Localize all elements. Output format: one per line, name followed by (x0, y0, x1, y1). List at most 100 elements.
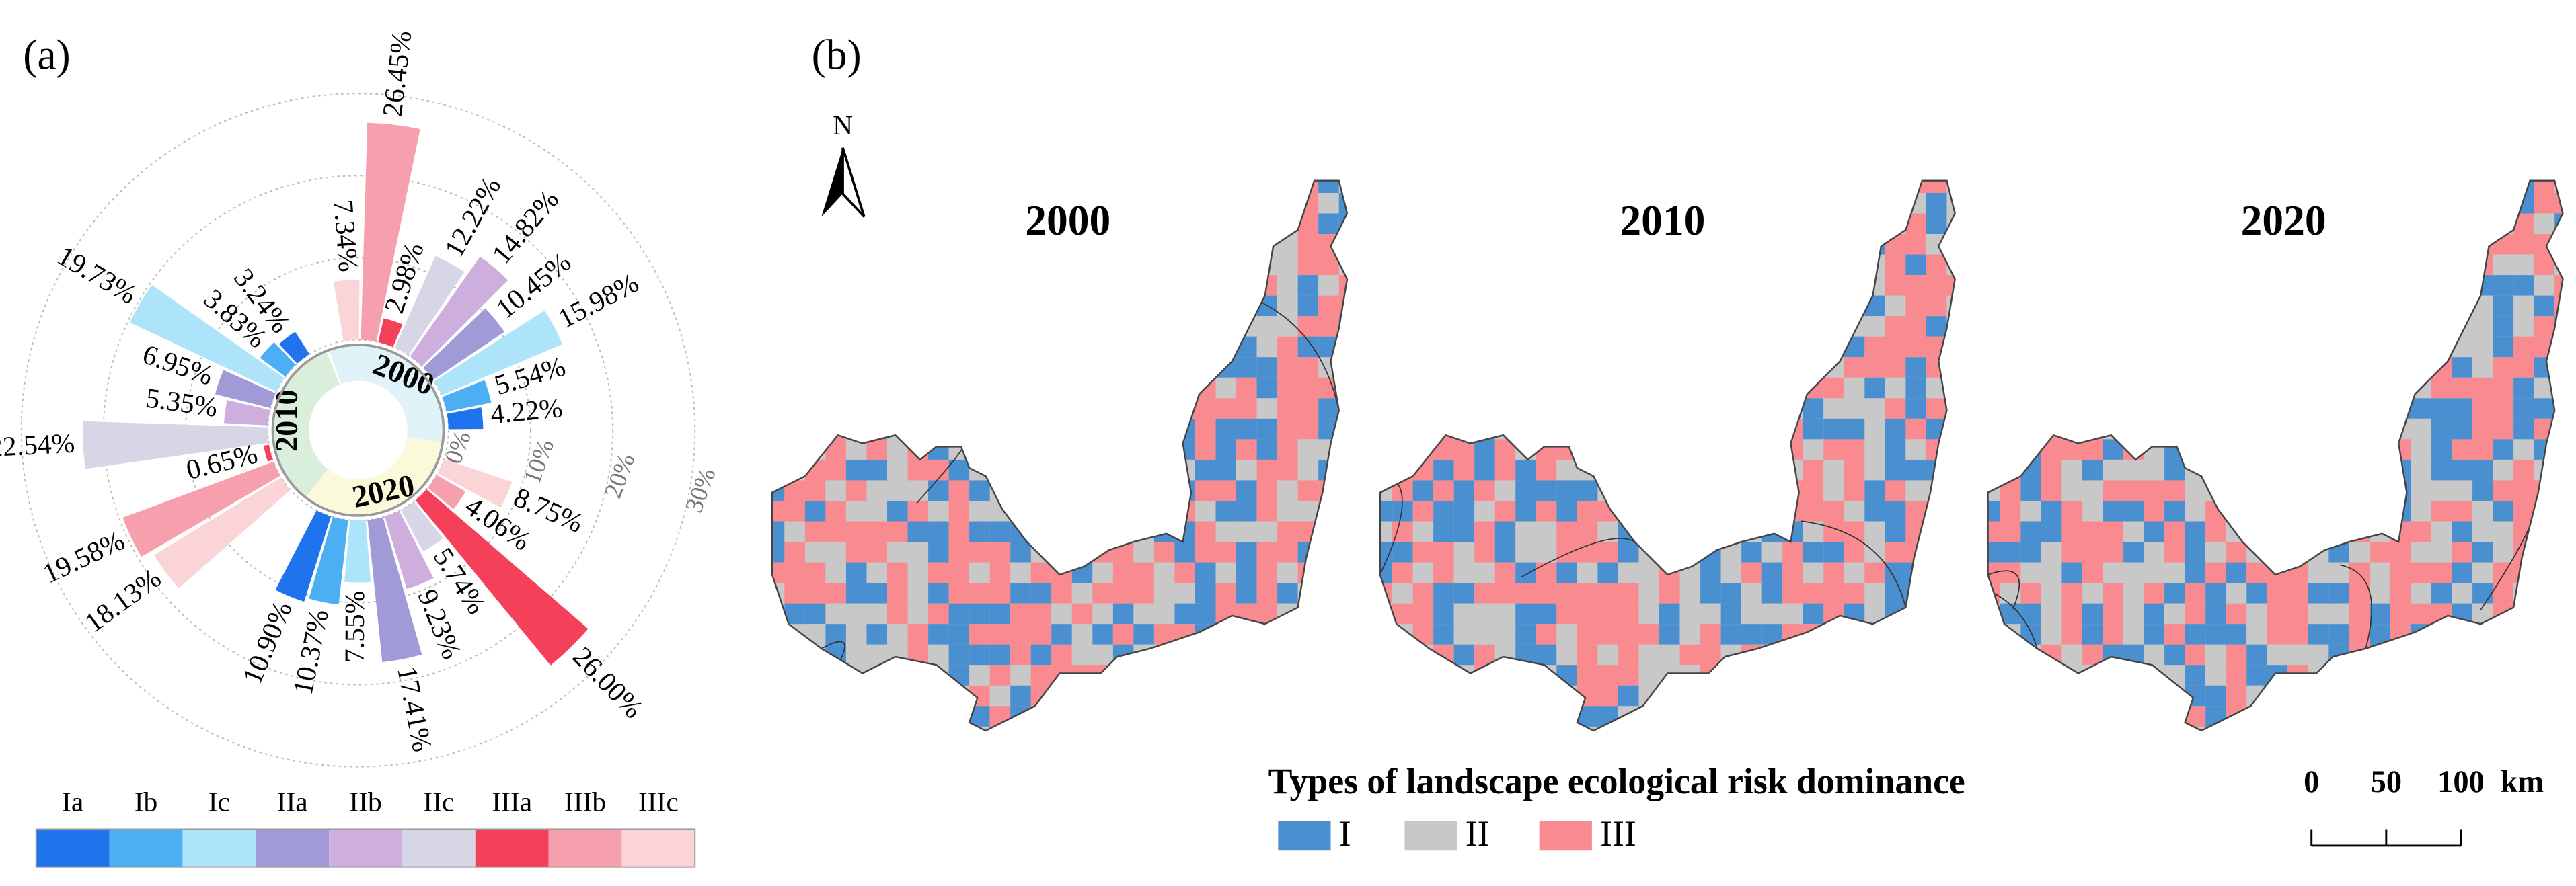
map-cell (2431, 459, 2452, 481)
map-cell (1905, 316, 1926, 337)
map-cell (2185, 624, 2206, 645)
map-cell (2308, 603, 2329, 625)
map-cell (2411, 624, 2432, 645)
map-cell (2452, 562, 2473, 583)
map-cell (2103, 603, 2124, 625)
map-cell (1741, 624, 1762, 645)
map-cell (2061, 500, 2082, 522)
map-cell (1700, 624, 1721, 645)
map-cell (1864, 336, 1885, 358)
bar (378, 318, 403, 348)
map-cell (2144, 500, 2165, 522)
map-cell (2534, 275, 2555, 296)
legend-swatch (256, 829, 330, 867)
map-cell (1823, 542, 1844, 563)
map-cell (1256, 439, 1278, 460)
map-cell (928, 500, 949, 522)
value-label: 22.54% (0, 427, 75, 462)
map-cell (1679, 665, 1701, 686)
map-cell (1926, 192, 1947, 214)
map-cell (1030, 562, 1052, 583)
map-cell (887, 562, 908, 583)
map-cell (845, 603, 867, 625)
map-cell (2472, 316, 2493, 337)
map-cell (1905, 357, 1926, 378)
map-cell (1679, 583, 1701, 604)
map-cell (969, 521, 990, 542)
map-cell (1844, 459, 1865, 481)
map-cell (1195, 439, 1216, 460)
map-cell (2411, 418, 2432, 440)
map-cell (1556, 459, 1577, 481)
map-cell (1256, 254, 1278, 276)
map-cell (969, 480, 990, 501)
map-cell (2185, 562, 2206, 583)
map-cell (1112, 521, 1134, 542)
map-cell (2308, 665, 2329, 686)
legend-label: Ia (62, 786, 83, 817)
map-cell (2123, 583, 2144, 604)
map-cell (2164, 542, 2185, 563)
map-cell (907, 562, 929, 583)
map-cell (1638, 603, 1660, 625)
map-cell (1515, 542, 1536, 563)
map-cell (2472, 521, 2493, 542)
map-cell (1864, 603, 1885, 625)
map-cell (2493, 336, 2514, 358)
map-cell (2534, 398, 2555, 419)
district-line (2339, 564, 2373, 649)
map-cell (1905, 192, 1926, 214)
map-cell (1885, 542, 1906, 563)
map-cell (1905, 480, 1926, 501)
map-cell (2061, 542, 2082, 563)
map-cell (969, 644, 990, 666)
map-legend-label: II (1466, 813, 1490, 854)
map-cell (2493, 418, 2514, 440)
map-cell (1433, 583, 1454, 604)
map-cell (2000, 542, 2021, 563)
map-cell (1536, 480, 1557, 501)
map-cell (1071, 624, 1093, 645)
map-cell (1926, 254, 1947, 276)
bar (260, 342, 296, 377)
map-cell (1823, 439, 1844, 460)
map-cell (2513, 603, 2534, 625)
map-cell (1236, 377, 1257, 399)
map-cell (1679, 603, 1701, 625)
map-cell (2411, 583, 2432, 604)
bar (215, 370, 276, 409)
map-cell (1823, 398, 1844, 419)
map-cell (2308, 583, 2329, 604)
map-cell (1297, 500, 1319, 522)
map-cell (1905, 295, 1926, 317)
map-cell (2390, 542, 2411, 563)
map-cell (1987, 500, 2000, 522)
map-cell (2061, 644, 2082, 666)
map-cell (804, 521, 826, 542)
map-cell (2144, 603, 2165, 625)
map-cell (2205, 583, 2226, 604)
map-cell (887, 439, 908, 460)
map-cell (1277, 439, 1298, 460)
map-cell (1297, 562, 1319, 583)
map-cell (1112, 562, 1134, 583)
map-cell (2164, 603, 2185, 625)
map-cell (1844, 480, 1865, 501)
map-cell (1433, 439, 1454, 460)
map-cell (2534, 192, 2555, 214)
map-outline (1987, 179, 2564, 732)
map-cell (1256, 480, 1278, 501)
map-cell (1051, 624, 1072, 645)
map-cell (1577, 644, 1598, 666)
map-cell (1112, 603, 1134, 625)
map-cell (2452, 398, 2473, 419)
panel-label: (a) (23, 31, 70, 79)
map-cell (1338, 316, 1347, 337)
map-cell (784, 583, 805, 604)
map-cell (1577, 685, 1598, 707)
map-cell (1823, 336, 1844, 358)
bar (361, 122, 420, 342)
map-cell (2411, 439, 2432, 460)
map-cell (1256, 316, 1278, 337)
legend-label: IIa (277, 786, 308, 817)
